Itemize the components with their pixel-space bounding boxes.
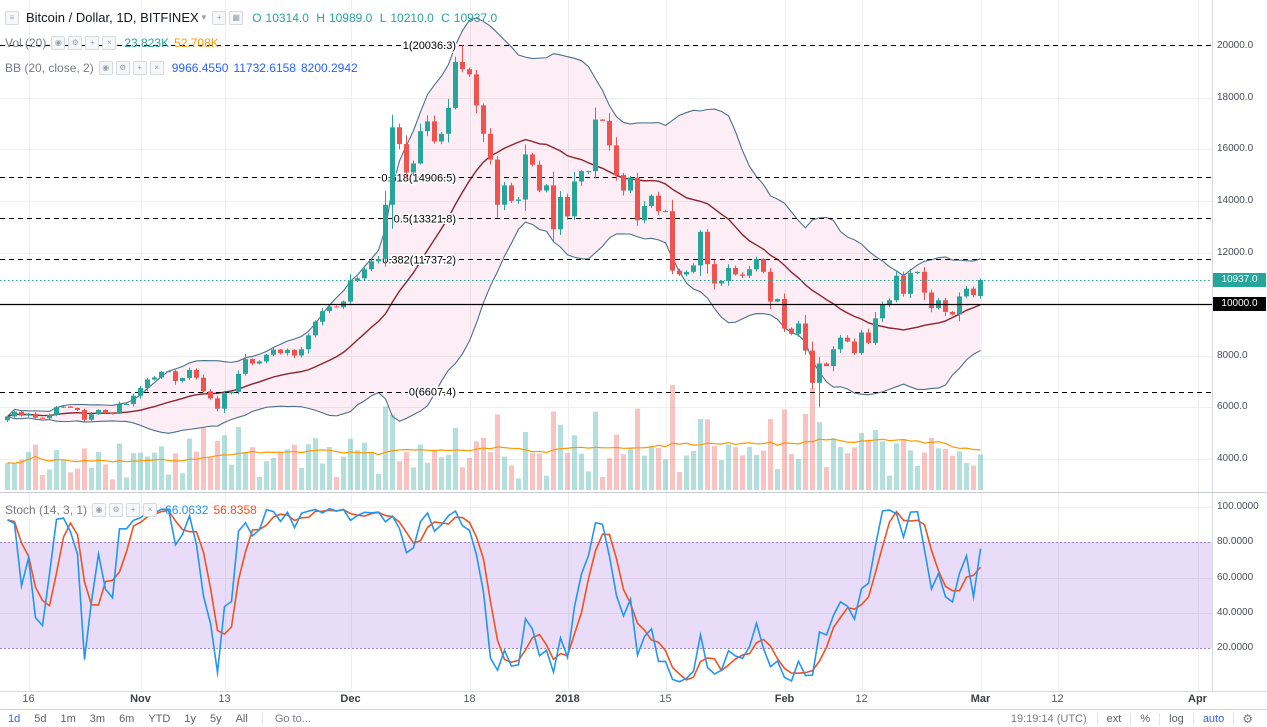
add-icon[interactable]: + [132,60,147,75]
pane-divider[interactable] [0,492,1267,493]
bb-upper-value: 11732.6158 [233,60,296,75]
price-tick-label: 8000.0 [1217,349,1248,361]
add-icon[interactable]: + [85,35,100,50]
price-tick-label: 14000.0 [1217,194,1254,206]
eye-icon[interactable]: ◉ [98,60,113,75]
price-tick-label: 16000.0 [1217,143,1254,155]
time-tick-label: Dec [340,693,361,705]
range-buttons: 1d 5d 1m 3m 6m YTD 1y 5y All [8,713,262,725]
time-tick-label: 18 [463,693,476,705]
price-badge: 10937.0 [1213,272,1266,287]
high-label: H [316,10,325,25]
range-button-all[interactable]: All [235,712,248,725]
open-value: 10314.0 [265,10,309,25]
symbol-row: ≡ Bitcoin / Dollar, 1D, BITFINEX ▾ + ▦ O… [5,5,501,30]
high-value: 10989.0 [328,10,373,25]
time-tick-label: Mar [970,693,991,705]
time-tick-label: 12 [855,693,868,705]
close-value: 10937.0 [453,10,498,25]
stoch-tick-label: 80.0000 [1217,536,1254,548]
settings-gear-icon[interactable]: ⚙ [1233,711,1261,726]
stoch-axis[interactable]: 100.0000 80.0000 60.0000 40.0000 20.0000 [1213,493,1267,691]
volume-value: 23.823K [124,35,170,50]
close-label: C [441,10,450,25]
ohlc-values: O 10314.0 H 10989.0 L 10210.0 C 10937.0 [252,11,501,25]
clock[interactable]: 19:19:14 (UTC) [1010,712,1087,725]
price-tick-label: 12000.0 [1217,246,1254,258]
open-label: O [252,10,262,25]
time-tick-label: 2018 [555,693,580,705]
close-icon[interactable]: × [102,35,117,50]
chevron-down-icon[interactable]: ▾ [201,12,207,22]
eye-icon[interactable]: ◉ [92,502,107,517]
price-axis[interactable]: 20000.0 18000.0 16000.0 14000.0 12000.0 10000… [1213,0,1267,691]
stoch-tick-label: 60.0000 [1217,571,1254,583]
add-icon[interactable]: + [126,502,141,517]
price-tick-label: 4000.0 [1217,453,1248,464]
stoch-indicator-label[interactable]: Stoch (14, 3, 1) [5,502,88,517]
close-icon[interactable]: × [149,60,164,75]
time-tick-label: Nov [130,693,151,705]
price-tick-label: 6000.0 [1217,401,1248,413]
volume-indicator-label[interactable]: Vol (20) [5,35,47,50]
mode-button-ext[interactable]: ext [1096,712,1131,725]
range-button-1y[interactable]: 1y [184,712,196,725]
price-tick-label: 20000.0 [1217,40,1254,51]
volume-ma-value: 52.708K [174,35,219,50]
bb-lower-value: 8200.2942 [300,60,358,75]
stoch-legend: Stoch (14, 3, 1) ◉ ⚙ + × 66.0632 56.8358 [5,497,257,522]
range-button-5y[interactable]: 5y [209,712,222,725]
chart-legend: ≡ Bitcoin / Dollar, 1D, BITFINEX ▾ + ▦ O… [5,5,501,80]
stoch-indicator-row: Stoch (14, 3, 1) ◉ ⚙ + × 66.0632 56.8358 [5,497,257,522]
range-button-ytd[interactable]: YTD [148,712,171,725]
close-icon[interactable]: × [143,502,158,517]
range-button-1d[interactable]: 1d [8,712,21,725]
gear-icon[interactable]: ⚙ [115,60,130,75]
bb-basis-value: 9966.4550 [171,60,229,75]
price-tick-label: 18000.0 [1217,91,1254,103]
layout-icon[interactable]: ▦ [229,10,244,25]
stoch-d-value: 56.8358 [213,502,257,517]
stoch-tick-label: 40.0000 [1217,606,1254,618]
mode-button-%[interactable]: % [1130,712,1159,725]
low-label: L [379,10,387,25]
time-axis[interactable]: 16 Nov 13 Dec 18 2018 15 Feb 12 Mar 12 Apr [0,692,1212,709]
time-tick-label: Apr [1188,693,1207,705]
range-selector: 1d 5d 1m 3m 6m YTD 1y 5y All Go to... [0,712,311,725]
mode-button-log[interactable]: log [1159,712,1193,725]
menu-icon[interactable]: ≡ [5,10,19,25]
price-badge: 10000.0 [1213,297,1266,312]
range-button-1m[interactable]: 1m [60,712,76,725]
axis-divider [1212,0,1213,691]
axis-mode-controls: 19:19:14 (UTC) ext% log auto ⚙ [1010,711,1267,726]
stoch-tick-label: 100.0000 [1217,501,1259,512]
time-tick-label: Feb [774,693,795,705]
eye-icon[interactable]: ◉ [51,35,66,50]
bb-indicator-label[interactable]: BB (20, close, 2) [5,60,94,75]
goto-button[interactable]: Go to... [261,712,311,725]
time-tick-label: 13 [218,693,231,705]
range-button-3m[interactable]: 3m [89,712,106,725]
gear-icon[interactable]: ⚙ [109,502,124,517]
price-pane-canvas[interactable] [0,0,1212,492]
stoch-tick-label: 20.0000 [1217,642,1254,653]
bottom-toolbar: 1d 5d 1m 3m 6m YTD 1y 5y All Go to... 19:19:14 (… [0,709,1267,727]
gear-icon[interactable]: ⚙ [68,35,83,50]
range-button-5d[interactable]: 5d [34,712,47,725]
time-axis-divider [0,691,1267,692]
stoch-pane-canvas[interactable] [0,493,1212,691]
mode-buttons: ext% log auto [1096,712,1234,725]
bb-indicator-row: BB (20, close, 2) ◉ ⚙ + × 9966.4550 1173… [5,55,501,80]
time-tick-label: 15 [659,693,672,705]
compare-icon[interactable]: + [212,10,227,25]
time-tick-label: 16 [22,693,35,705]
range-button-6m[interactable]: 6m [119,712,135,725]
symbol-title[interactable]: Bitcoin / Dollar, 1D, BITFINEX [26,10,199,25]
stoch-k-value: 66.0632 [165,502,209,517]
volume-indicator-row: Vol (20) ◉ ⚙ + × 23.823K 52.708K [5,30,501,55]
mode-button-auto[interactable]: auto [1192,712,1233,725]
time-tick-label: 12 [1051,693,1064,705]
low-value: 10210.0 [390,10,434,25]
